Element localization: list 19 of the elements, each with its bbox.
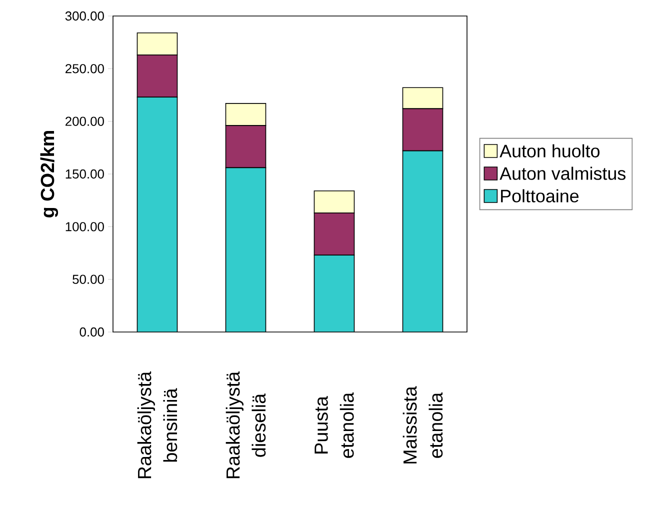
bar bbox=[136, 96, 178, 332]
legend-label: Auton valmistus bbox=[500, 166, 626, 180]
y-tick-label: 300.00 bbox=[65, 11, 104, 21]
bar bbox=[402, 150, 444, 332]
x-tick-label: Puusta etanolia bbox=[314, 392, 354, 458]
y-tick-label: 150.00 bbox=[66, 169, 104, 179]
y-axis-title: g CO2/km bbox=[40, 131, 58, 218]
x-tick-label: Maissista etanolia bbox=[402, 386, 443, 464]
legend-label: Auton huolto bbox=[500, 144, 600, 158]
x-tick-label: Raakaöljystä dieseliä bbox=[226, 371, 266, 478]
x-tick-label: Raakaöljystä bensiiniä bbox=[137, 371, 178, 478]
y-tick-label: 100.00 bbox=[66, 222, 104, 232]
y-tick-label: 50.00 bbox=[72, 274, 104, 284]
y-tick-label: 200.00 bbox=[66, 116, 104, 126]
legend-label: Polttoaine bbox=[501, 189, 579, 202]
bar bbox=[225, 167, 266, 332]
y-tick-label: 0.00 bbox=[80, 327, 104, 337]
bar bbox=[314, 254, 355, 332]
y-tick-label: 250.00 bbox=[66, 64, 104, 74]
